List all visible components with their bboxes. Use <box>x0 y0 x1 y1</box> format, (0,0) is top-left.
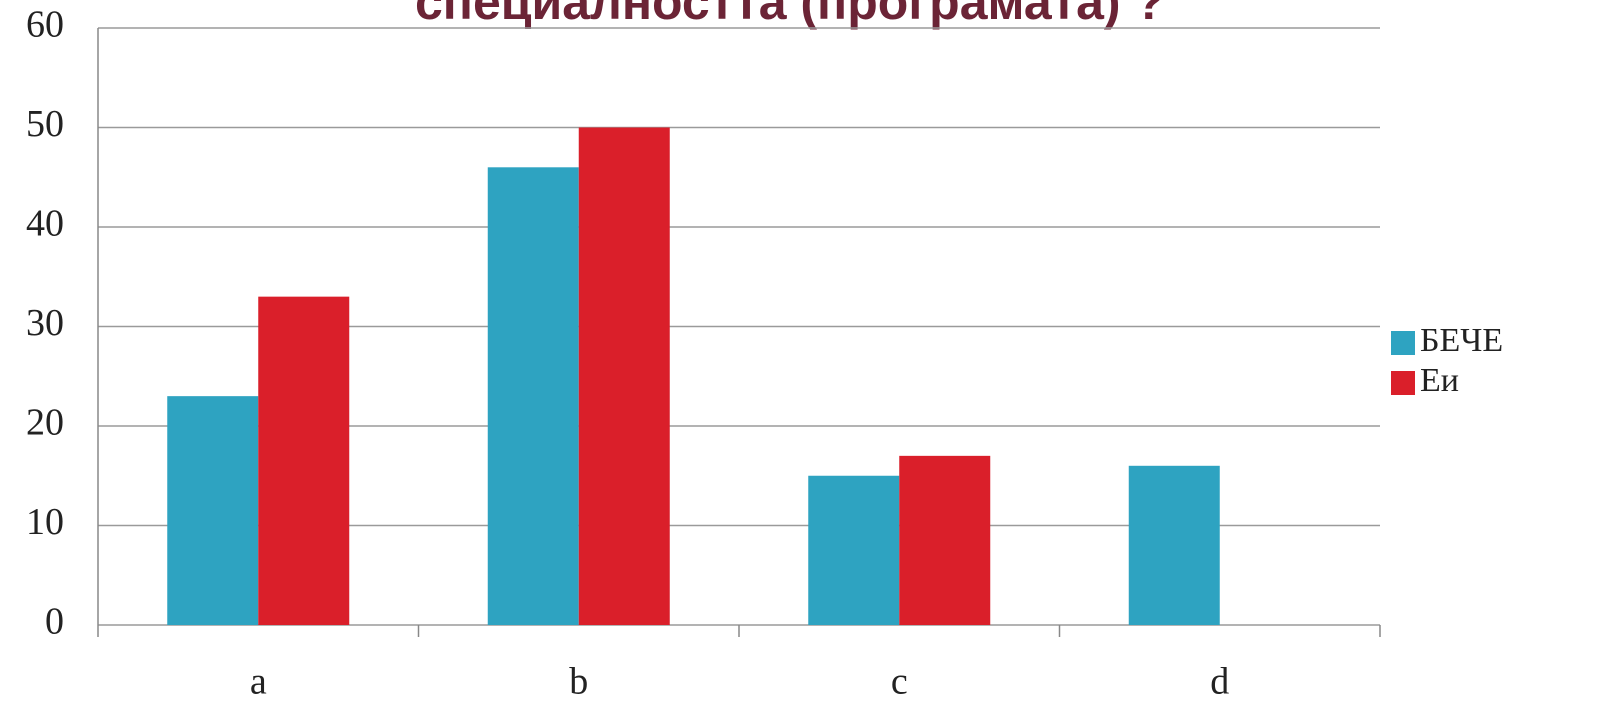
bar <box>578 127 670 625</box>
x-tick-label: b <box>569 661 588 703</box>
x-tick-label: c <box>891 661 908 703</box>
chart-title: специалността (програмата) ? <box>415 0 1165 30</box>
y-tick-label: 60 <box>26 4 64 46</box>
legend-label: Еи <box>1420 362 1459 399</box>
bar <box>1128 465 1220 625</box>
bar <box>167 396 259 625</box>
y-tick-label: 30 <box>26 302 64 344</box>
legend-swatch <box>1391 331 1415 355</box>
y-tick-label: 50 <box>26 103 64 145</box>
y-tick-label: 40 <box>26 203 64 245</box>
bar <box>258 296 350 625</box>
bar <box>808 475 900 625</box>
legend-swatch <box>1391 371 1415 395</box>
y-tick-label: 0 <box>45 601 64 643</box>
x-tick-label: a <box>250 661 267 703</box>
y-tick-label: 20 <box>26 402 64 444</box>
x-tick-label: d <box>1210 661 1229 703</box>
legend-label: БЕЧЕ <box>1420 322 1503 359</box>
bar <box>899 455 991 625</box>
bar <box>487 167 579 626</box>
y-tick-label: 10 <box>26 501 64 543</box>
